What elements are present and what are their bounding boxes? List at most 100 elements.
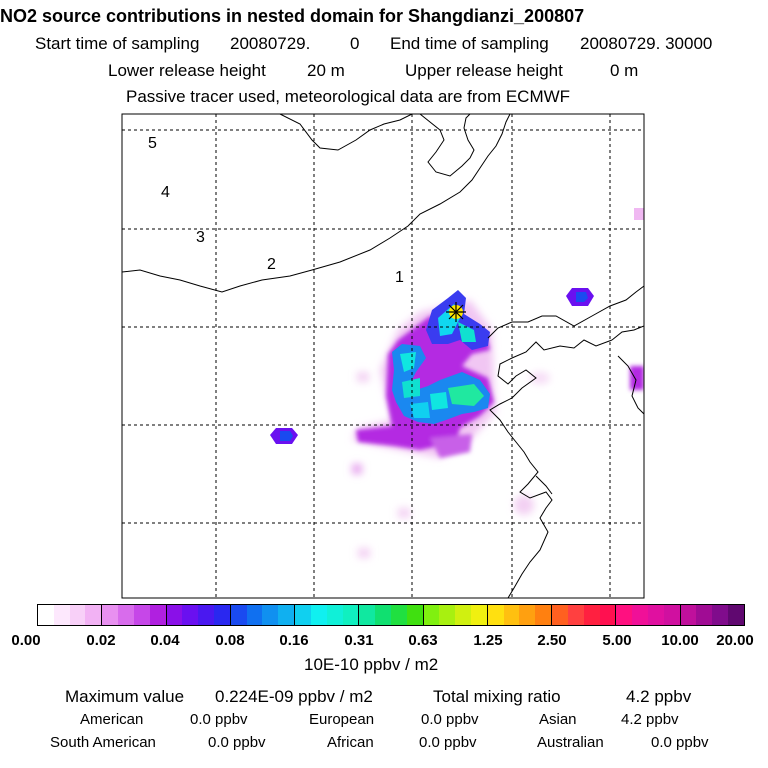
colorbar-swatch [728, 605, 744, 625]
colorbar-segment [552, 605, 617, 625]
region-name: Asian [539, 711, 577, 728]
star-marker-icon [446, 302, 466, 322]
model-note: Passive tracer used, meteorological data… [126, 87, 571, 106]
map-frame [121, 113, 645, 599]
colorbar-swatch [680, 605, 697, 625]
colorbar-tick: 10.00 [661, 632, 699, 649]
colorbar-swatch [487, 605, 504, 625]
colorbar-swatch [166, 605, 183, 625]
colorbar-tick: 0.16 [279, 632, 309, 649]
colorbar-swatch [278, 605, 295, 625]
colorbar-tick: 0.00 [11, 632, 41, 649]
day-marker-1: 1 [395, 269, 404, 286]
colorbar-swatch [599, 605, 616, 625]
colorbar-segment [423, 605, 488, 625]
colorbar-swatch [69, 605, 86, 625]
colorbar-swatch [375, 605, 391, 625]
end-time-value: 20080729. 30000 [580, 34, 713, 53]
start-time-value: 20080729. [230, 34, 311, 53]
upper-release-label: Upper release height [405, 61, 563, 80]
colorbar-swatch [326, 605, 343, 625]
region-value: 0.0 ppbv [651, 734, 709, 751]
colorbar-swatch [230, 605, 247, 625]
colorbar-swatch [406, 605, 423, 625]
colorbar-swatch [423, 605, 440, 625]
colorbar-swatch [102, 605, 119, 625]
day-marker-4: 4 [161, 184, 170, 201]
colorbar-swatch [149, 605, 166, 625]
colorbar-swatch [295, 605, 311, 625]
colorbar-tick: 0.31 [344, 632, 374, 649]
colorbar-tick: 1.25 [473, 632, 503, 649]
colorbar-swatch [648, 605, 664, 625]
colorbar-swatch [390, 605, 407, 625]
colorbar-segment [359, 605, 424, 625]
colorbar-swatch [663, 605, 680, 625]
colorbar-swatch [246, 605, 263, 625]
region-name: American [80, 711, 144, 728]
region-value: 4.2 ppbv [621, 711, 679, 728]
region-value: 0.0 ppbv [190, 711, 248, 728]
colorbar-swatch [503, 605, 520, 625]
colorbar-tick: 0.63 [408, 632, 438, 649]
colorbar-tick: 0.04 [150, 632, 180, 649]
day-marker-5: 5 [148, 135, 157, 152]
colorbar-swatch [198, 605, 214, 625]
colorbar-swatch [182, 605, 199, 625]
colorbar-unit: 10E-10 ppbv / m2 [304, 655, 439, 674]
total-mixing-label: Total mixing ratio [433, 687, 561, 706]
colorbar-swatch [359, 605, 376, 625]
colorbar-tick: 0.08 [215, 632, 245, 649]
colorbar-swatch [696, 605, 713, 625]
max-value-label: Maximum value [65, 687, 185, 706]
colorbar-segment [166, 605, 231, 625]
colorbar-swatch [439, 605, 456, 625]
isolated-hotspot-west [270, 428, 298, 444]
colorbar-swatch [552, 605, 568, 625]
colorbar-swatch [471, 605, 487, 625]
colorbar-tick: 0.02 [86, 632, 116, 649]
colorbar-swatch [213, 605, 230, 625]
region-name: African [327, 734, 374, 751]
plume-purple-band [356, 316, 644, 458]
colorbar-segment [230, 605, 296, 625]
region-value: 0.0 ppbv [421, 711, 479, 728]
colorbar-swatch [535, 605, 552, 625]
max-value: 0.224E-09 ppbv / m2 [215, 687, 373, 706]
colorbar-swatch [712, 605, 729, 625]
colorbar-swatch [342, 605, 359, 625]
colorbar-segment [38, 605, 103, 625]
faint-spot [634, 208, 644, 220]
colorbar-tick: 5.00 [602, 632, 632, 649]
region-name: Australian [537, 734, 604, 751]
day-marker-2: 2 [267, 256, 276, 273]
colorbar-swatch [455, 605, 472, 625]
map-title: NO2 source contributions in nested domai… [0, 6, 585, 26]
region-name: South American [50, 734, 156, 751]
colorbar-segment [102, 605, 167, 625]
colorbar-segment [680, 605, 744, 625]
lower-release-label: Lower release height [108, 61, 266, 80]
region-value: 0.0 ppbv [419, 734, 477, 751]
colorbar-swatch [262, 605, 279, 625]
colorbar-swatch [118, 605, 134, 625]
colorbar-swatch [519, 605, 536, 625]
lower-release-value: 20 m [307, 61, 345, 80]
colorbar-swatch [583, 605, 600, 625]
start-time-label: Start time of sampling [35, 34, 200, 53]
lat-lon-grid [122, 114, 644, 598]
colorbar-segment [616, 605, 681, 625]
region-name: European [309, 711, 375, 728]
map-panel: 1 2 3 4 5 [121, 113, 645, 599]
colorbar-swatch [85, 605, 102, 625]
colorbar-swatch [310, 605, 327, 625]
colorbar-swatch [567, 605, 584, 625]
colorbar-swatch [53, 605, 70, 625]
colorbar-swatch [38, 605, 54, 625]
total-mixing-value: 4.2 ppbv [626, 687, 692, 706]
colorbar-swatch [616, 605, 633, 625]
start-time-hour: 0 [350, 34, 360, 53]
colorbar-swatch [632, 605, 649, 625]
day-marker-3: 3 [196, 229, 205, 246]
upper-release-value: 0 m [610, 61, 639, 80]
